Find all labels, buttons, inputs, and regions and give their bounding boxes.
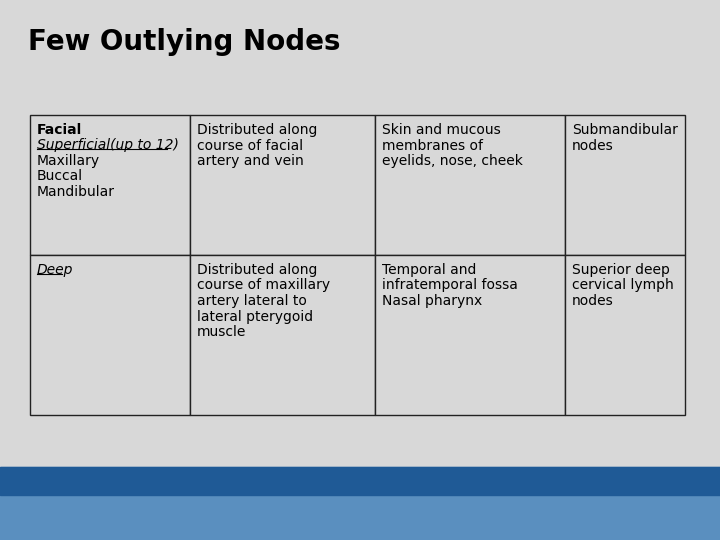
Text: course of facial: course of facial xyxy=(197,138,303,152)
Text: Facial: Facial xyxy=(37,123,82,137)
Text: nodes: nodes xyxy=(572,138,613,152)
Text: artery and vein: artery and vein xyxy=(197,154,304,168)
Bar xyxy=(0,467,720,540)
Bar xyxy=(190,115,375,255)
Text: nodes: nodes xyxy=(572,294,613,308)
Text: Maxillary: Maxillary xyxy=(37,154,100,168)
Text: Distributed along: Distributed along xyxy=(197,263,318,277)
Bar xyxy=(0,467,720,495)
Text: Distributed along: Distributed along xyxy=(197,123,318,137)
Bar xyxy=(565,115,685,255)
Text: Superior deep: Superior deep xyxy=(572,263,670,277)
Text: Buccal: Buccal xyxy=(37,170,83,184)
Text: Superficial(up to 12): Superficial(up to 12) xyxy=(37,138,179,152)
Text: cervical lymph: cervical lymph xyxy=(572,279,674,293)
Text: Submandibular: Submandibular xyxy=(572,123,678,137)
Bar xyxy=(30,255,190,415)
Text: Deep: Deep xyxy=(37,263,73,277)
Text: course of maxillary: course of maxillary xyxy=(197,279,330,293)
Text: membranes of: membranes of xyxy=(382,138,483,152)
Bar xyxy=(190,255,375,415)
Text: eyelids, nose, cheek: eyelids, nose, cheek xyxy=(382,154,523,168)
Text: lateral pterygoid: lateral pterygoid xyxy=(197,309,313,323)
Text: Temporal and: Temporal and xyxy=(382,263,477,277)
Bar xyxy=(375,255,565,415)
Text: infratemporal fossa: infratemporal fossa xyxy=(382,279,518,293)
Text: Mandibular: Mandibular xyxy=(37,185,115,199)
Text: muscle: muscle xyxy=(197,325,246,339)
Text: Skin and mucous: Skin and mucous xyxy=(382,123,500,137)
Bar xyxy=(375,115,565,255)
Text: Few Outlying Nodes: Few Outlying Nodes xyxy=(28,28,341,56)
Text: Nasal pharynx: Nasal pharynx xyxy=(382,294,482,308)
Bar xyxy=(30,115,190,255)
Text: artery lateral to: artery lateral to xyxy=(197,294,307,308)
Bar xyxy=(565,255,685,415)
